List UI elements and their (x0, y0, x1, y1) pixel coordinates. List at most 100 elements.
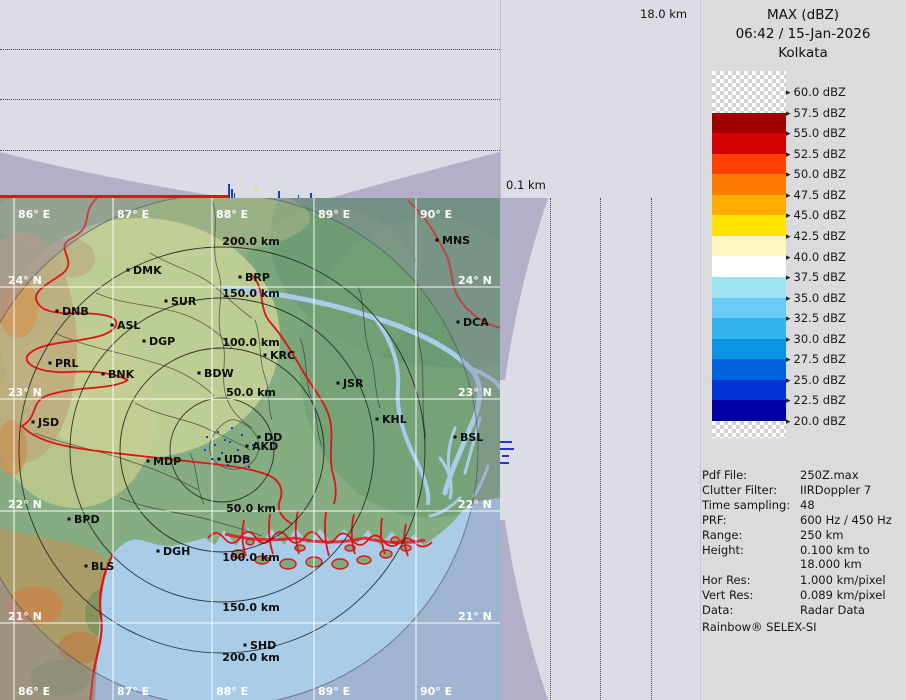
latitude-label: 22° N (458, 498, 492, 511)
echo-pixel (217, 431, 219, 433)
echo-pixel (278, 191, 280, 198)
longitude-label: 89° E (318, 685, 350, 698)
height-gridline (651, 198, 652, 700)
side-cross-section-graphics (500, 198, 548, 700)
station-code-label: DGH (163, 545, 190, 558)
scale-entry: ▸ 30.0 dBZ (786, 332, 846, 346)
echo-pixel (231, 189, 233, 198)
out-of-range-mask (0, 198, 500, 700)
longitude-label: 90° E (420, 208, 452, 221)
scale-entry: ▸ 57.5 dBZ (786, 106, 846, 120)
state-boundaries (20, 198, 500, 700)
scale-tick-icon: ▸ (786, 314, 791, 324)
station-dot (67, 517, 71, 521)
scale-entry: ▸ 37.5 dBZ (786, 270, 846, 284)
reflectivity-colorbar (712, 71, 786, 438)
echo-pixel (500, 462, 509, 464)
range-ring-label: 100.0 km (222, 336, 279, 349)
station-code-label: AKD (252, 440, 278, 453)
station-code-label: PRL (55, 357, 79, 370)
scale-value-label: 57.5 dBZ (793, 106, 846, 120)
latitude-label: 24° N (458, 274, 492, 287)
latitude-label: 21° N (8, 610, 42, 623)
scale-tick-icon: ▸ (786, 109, 791, 119)
station-code-label: MNS (442, 234, 470, 247)
colorbar-band (712, 318, 786, 339)
station-dot (263, 353, 267, 357)
range-ring-labels: 200.0 km 150.0 km 100.0 km 50.0 km 50.0 km 10… (222, 235, 279, 664)
station-code-label: BLS (91, 560, 114, 573)
station-code-label: DNB (62, 305, 89, 318)
product-timestamp: 06:42 / 15-Jan-2026 (735, 26, 871, 42)
scale-entry: ▸ 40.0 dBZ (786, 250, 846, 264)
echo-pixel (231, 427, 233, 429)
station-dot (126, 268, 130, 272)
station-dot (243, 643, 247, 647)
station-dot (48, 361, 52, 365)
scale-tick-icon: ▸ (786, 129, 791, 139)
scale-value-label: 55.0 dBZ (793, 126, 846, 140)
echo-pixel (252, 444, 254, 446)
station-dot (435, 238, 439, 242)
station-dot (456, 320, 460, 324)
station-dot (156, 549, 160, 553)
colorbar-band (712, 400, 786, 421)
echo-pixel (241, 434, 243, 436)
scale-entry: ▸ 20.0 dBZ (786, 414, 846, 428)
radar-site-name: Kolkata (778, 45, 828, 61)
graticule (0, 198, 500, 700)
station-markers: MNS DMK BRP SUR DNB DCA ASL DGP KRC PRL BDW BNK JSR K… (31, 234, 489, 652)
echo-pixel (206, 436, 208, 438)
district-boundaries (34, 199, 427, 537)
station-dot (238, 275, 242, 279)
height-gridline (0, 49, 500, 50)
metadata-label: Data: (702, 603, 734, 617)
longitude-label: 86° E (18, 208, 50, 221)
station-dot (336, 381, 340, 385)
scale-value-label: 47.5 dBZ (793, 188, 846, 202)
echo-pixel (298, 195, 299, 198)
echo-pixel (214, 444, 216, 446)
range-ring-label: 200.0 km (222, 235, 279, 248)
metadata-value: Radar Data (800, 603, 865, 617)
scale-tick-icon: ▸ (786, 396, 791, 406)
colorbar-band (712, 153, 786, 175)
scale-tick-icon: ▸ (786, 88, 791, 98)
station-code-label: BRP (245, 271, 270, 284)
echo-pixel (221, 452, 223, 454)
scale-value-label: 25.0 dBZ (793, 373, 846, 387)
scale-value-label: 35.0 dBZ (793, 291, 846, 305)
station-dot (453, 435, 457, 439)
metadata-value: 1.000 km/pixel (800, 573, 886, 587)
scale-tick-icon: ▸ (786, 211, 791, 221)
min-height-label: 0.1 km (506, 178, 546, 192)
scale-entry: ▸ 22.5 dBZ (786, 393, 846, 407)
echo-pixel (500, 441, 512, 443)
metadata-value: 250 km (800, 528, 844, 542)
latitude-label: 21° N (458, 610, 492, 623)
echo-trace-group (228, 184, 312, 198)
latitude-label: 23° N (8, 386, 42, 399)
metadata-label: Height: (702, 543, 744, 557)
graticule-labels: 86° E 86° E 87° E 87° E 88° E 88° E 89° E 89° E… (8, 208, 492, 698)
scale-value-label: 37.5 dBZ (793, 270, 846, 284)
scale-value-label: 42.5 dBZ (793, 229, 846, 243)
blind-zone-wedge (0, 152, 230, 198)
echo-pixel (227, 464, 229, 466)
panel-divider (500, 0, 501, 198)
scale-value-label: 40.0 dBZ (793, 250, 846, 264)
radar-map: 200.0 km 150.0 km 100.0 km 50.0 km 50.0 km 10… (0, 198, 500, 700)
scale-tick-icon: ▸ (786, 273, 791, 283)
scale-value-label: 20.0 dBZ (793, 414, 846, 428)
metadata-value: 0.100 km to 18.000 km (800, 543, 870, 571)
longitude-label: 87° E (117, 208, 149, 221)
longitude-label: 89° E (318, 208, 350, 221)
station-code-label: BDW (204, 367, 234, 380)
metadata-value: 600 Hz / 450 Hz (800, 513, 892, 527)
colorbar-band (712, 338, 786, 360)
metadata-label: Vert Res: (702, 588, 754, 602)
metadata-value: 250Z.max (800, 468, 859, 482)
scale-entry: ▸ 32.5 dBZ (786, 311, 846, 325)
colorbar-band (712, 256, 786, 277)
